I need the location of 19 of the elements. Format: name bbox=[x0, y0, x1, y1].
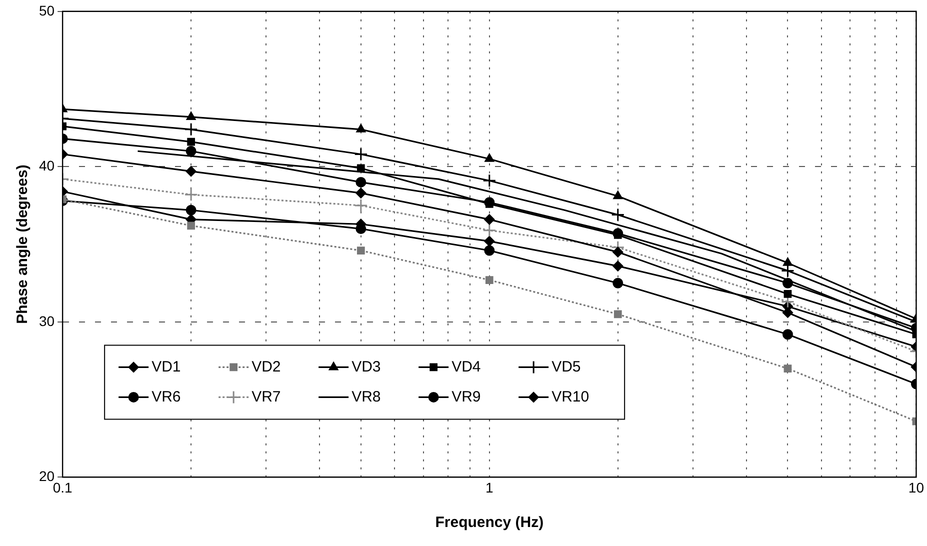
y-tick-label: 50 bbox=[38, 2, 55, 18]
x-tick-label: 1 bbox=[485, 479, 494, 496]
legend-label: VD1 bbox=[152, 358, 181, 376]
x-tick-label: 10 bbox=[908, 479, 924, 496]
legend-label: VR6 bbox=[152, 388, 181, 406]
y-tick-label: 40 bbox=[38, 158, 55, 174]
x-axis-title: Frequency (Hz) bbox=[435, 514, 544, 532]
legend-label: VD5 bbox=[552, 358, 581, 376]
y-tick-label: 20 bbox=[38, 468, 55, 484]
legend-label: VD2 bbox=[252, 358, 281, 376]
legend-label: VD4 bbox=[452, 358, 481, 376]
y-axis-title: Phase angle (degrees) bbox=[14, 164, 32, 324]
legend-label: VR10 bbox=[552, 388, 590, 406]
x-tick-label: 0.1 bbox=[52, 479, 73, 496]
y-tick-label: 30 bbox=[38, 312, 55, 329]
legend-label: VR7 bbox=[252, 388, 281, 406]
legend-label: VR9 bbox=[452, 388, 481, 406]
legend-label: VR8 bbox=[352, 388, 381, 406]
legend-label: VD3 bbox=[352, 358, 381, 376]
